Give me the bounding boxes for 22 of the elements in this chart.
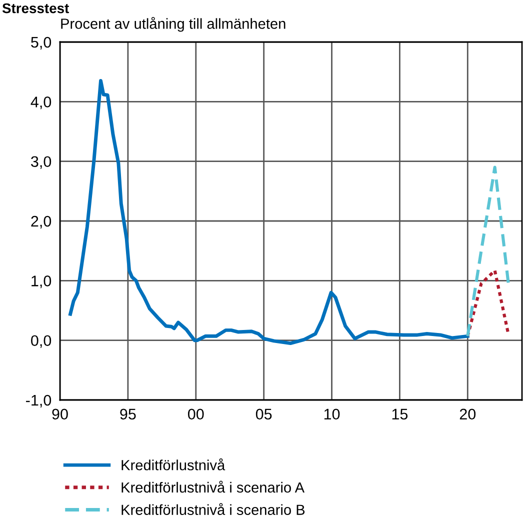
- line-series: [466, 166, 510, 338]
- y-tick-label: 5,0: [31, 36, 52, 50]
- y-tick-label: -1,0: [26, 394, 52, 408]
- y-tick-label: 2,0: [31, 216, 52, 228]
- x-tick-label: 95: [120, 408, 136, 420]
- y-tick-label: 4,0: [30, 96, 52, 110]
- legend-label: Kreditförlustnivå: [122, 458, 226, 470]
- x-tick-label: 15: [392, 408, 408, 420]
- y-tick-label: 0,0: [31, 335, 52, 348]
- x-tick-label: 20: [460, 408, 476, 420]
- x-tick-label: 90: [52, 408, 68, 420]
- x-tick-label: 00: [188, 408, 204, 420]
- y-tick-label: 3,0: [31, 156, 52, 169]
- y-tick-label: 1,0: [32, 276, 52, 288]
- line-series: [466, 268, 510, 338]
- legend-label: Kreditförlustnivå i scenario A: [122, 480, 305, 493]
- x-tick-label: 10: [324, 408, 340, 420]
- chart-title: Stresstest: [2, 3, 69, 14]
- x-tick-label: 05: [256, 408, 272, 420]
- legend-label: Kreditförlustnivå i scenario B: [122, 503, 305, 515]
- chart-subtitle: Procent av utlåning till allmänheten: [61, 17, 286, 32]
- line-series: [68, 79, 470, 346]
